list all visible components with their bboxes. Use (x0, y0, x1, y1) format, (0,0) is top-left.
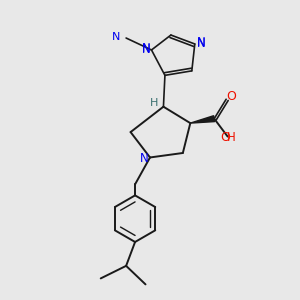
Text: H: H (150, 98, 159, 108)
Text: H: H (227, 131, 236, 144)
Polygon shape (190, 116, 215, 123)
Text: O: O (226, 90, 236, 103)
Text: N: N (112, 32, 121, 41)
Text: N: N (140, 152, 148, 166)
Text: N: N (142, 42, 151, 55)
Text: N: N (142, 44, 151, 56)
Text: N: N (197, 38, 206, 50)
Text: O: O (220, 131, 230, 144)
Text: N: N (197, 36, 206, 49)
